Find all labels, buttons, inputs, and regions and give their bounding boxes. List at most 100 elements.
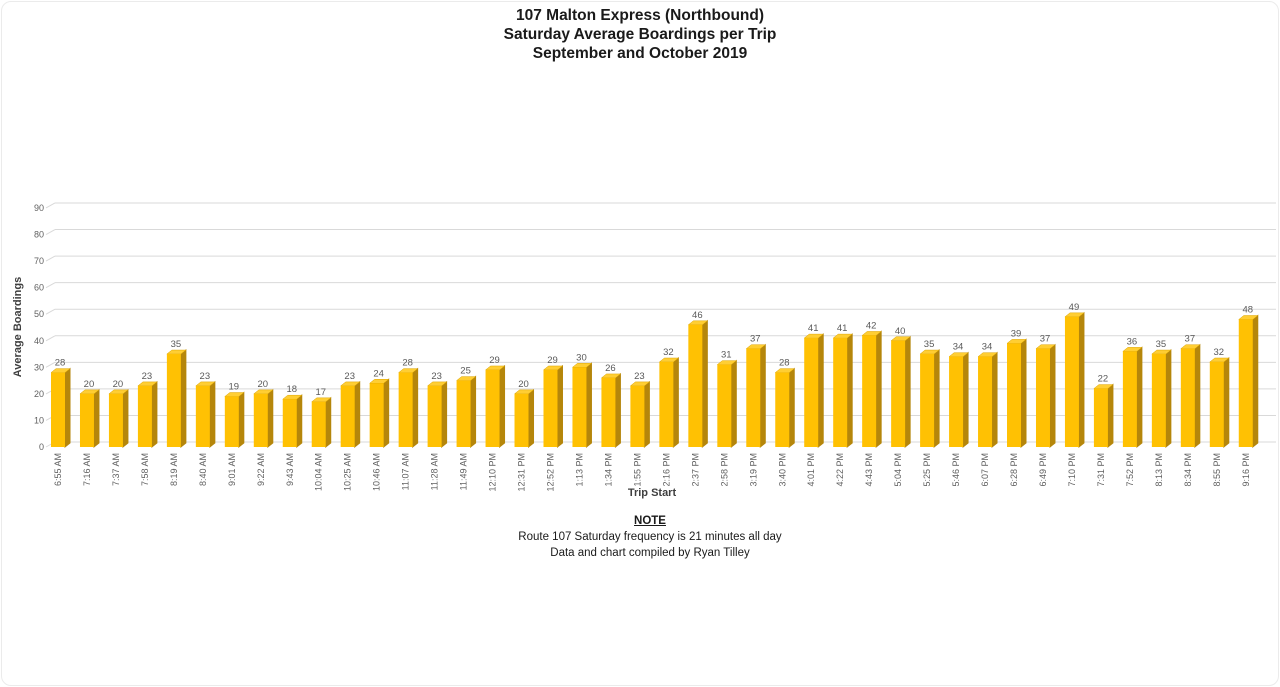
bar-side-face [528,388,535,449]
bar-front-face [427,385,442,447]
bar-value-label: 40 [895,326,906,337]
bar-value-label: 23 [200,371,211,382]
bar [745,343,766,449]
bar-side-face [267,388,274,449]
x-tick-label: 10:25 AM [343,453,353,491]
bar [166,348,187,449]
x-tick-label: 8:55 PM [1212,453,1222,487]
chart-title-line1: 107 Malton Express (Northbound) [515,7,765,24]
bar [368,378,390,449]
note-line-2: Data and chart compiled by Ryan Tilley [550,547,750,559]
x-tick-label: 5:25 PM [922,453,932,487]
bar-front-face [514,393,529,447]
bar-value-label: 26 [605,363,616,374]
bar-side-face [499,364,506,449]
bar [1006,338,1027,449]
bar-value-label: 32 [663,347,674,358]
bar-value-label: 35 [171,339,182,350]
x-tick-label: 11:28 AM [430,453,440,490]
bar-value-label: 32 [1214,347,1225,358]
bar-value-label: 35 [924,339,935,350]
x-tick-label: 7:16 AM [82,453,92,486]
bar-side-face [875,330,882,449]
bar-front-face [1007,343,1022,447]
y-tick-label: 80 [34,230,44,240]
bar-side-face [1252,314,1259,449]
bar-side-face [701,319,708,449]
bar [1093,383,1114,449]
bar-side-face [296,394,303,449]
bar [79,388,100,449]
x-tick-label: 7:58 AM [140,453,150,486]
bar-front-face [485,369,500,447]
bar [1122,346,1143,449]
bar-value-label: 31 [721,350,732,361]
bar [426,380,448,449]
bar-value-label: 34 [953,342,964,353]
bar-value-label: 30 [576,352,587,363]
bar-front-face [1093,388,1108,447]
bar [455,375,477,449]
bar-front-face [746,348,761,447]
bar-front-face [311,401,326,447]
bar-side-face [904,335,911,449]
bar-front-face [688,324,703,447]
x-tick-label: 7:52 PM [1125,453,1135,487]
bar-value-label: 22 [1098,374,1109,385]
bar [1151,348,1172,449]
bar-side-face [325,396,332,449]
bar-front-face [891,340,906,447]
bar-value-label: 41 [837,323,848,334]
bar-side-face [614,372,621,449]
bar-front-face [456,380,471,447]
bar-value-label: 24 [373,368,384,379]
bar [253,388,274,449]
bar-side-face [383,378,390,449]
bar [774,367,795,449]
bar-front-face [1151,354,1166,447]
bar [108,388,129,449]
chart-title: 107 Malton Express (Northbound) Saturday… [0,6,1280,63]
x-tick-label: 10:04 AM [314,453,324,491]
bar-side-face [93,388,100,449]
x-tick-label: 4:01 PM [806,453,816,487]
bar-front-face [282,399,297,447]
bar-value-label: 20 [113,379,124,390]
gridline-depth-tick [45,255,56,262]
bar-side-face [412,367,419,449]
bar-front-face [1035,348,1050,447]
x-tick-label: 6:55 AM [53,453,63,486]
x-tick-label: 1:13 PM [574,453,584,487]
bar [629,380,651,449]
bar-side-face [556,364,563,449]
bar-side-face [672,356,679,449]
note-line-1: Route 107 Saturday frequency is 21 minut… [518,531,782,543]
bar-side-face [1107,383,1114,449]
bar-value-label: 28 [55,358,66,369]
bar-front-face [833,338,848,447]
x-tick-label: 6:28 PM [1009,453,1019,487]
bar-value-label: 48 [1242,305,1253,316]
bar-front-face [1064,316,1079,447]
bar-value-label: 20 [518,379,529,390]
bar-value-label: 23 [431,371,442,382]
bar-side-face [470,375,477,449]
bar [1035,343,1056,449]
bar [861,330,882,449]
x-tick-label: 8:40 AM [198,453,208,486]
x-tick-label: 8:19 AM [169,453,179,486]
bar-value-label: 29 [547,355,558,366]
bar [1064,311,1085,449]
bar-front-face [51,372,65,447]
bar-value-label: 49 [1069,302,1080,313]
x-tick-label: 7:10 PM [1067,453,1077,487]
bar-front-face [137,385,152,447]
bar-side-face [441,380,448,449]
bar [282,394,303,449]
bar-front-face [920,354,935,447]
bar-value-label: 28 [402,358,413,369]
x-tick-label: 8:13 PM [1154,453,1164,487]
x-tick-label: 3:40 PM [777,453,787,487]
x-tick-label: 6:49 PM [1038,453,1048,487]
y-tick-label: 40 [34,336,44,346]
